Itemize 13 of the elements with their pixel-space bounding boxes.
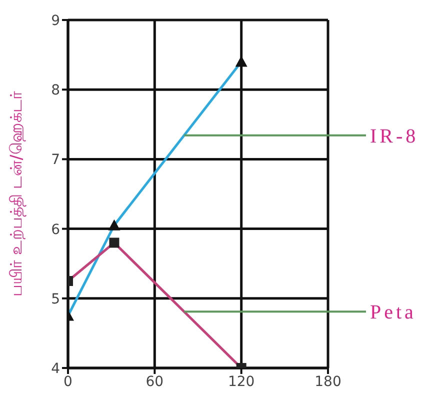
- text: IR-8: [370, 125, 419, 148]
- y-tick-label: 8: [51, 82, 60, 99]
- x-tick-label: 0: [64, 374, 72, 390]
- y-axis-title: பயிர் உற்பத்தி டன்/ஹெக்டர்: [6, 90, 26, 296]
- y-tick-label: 4: [51, 360, 60, 377]
- x-tick-label: 60: [146, 374, 164, 390]
- text: Peta: [370, 302, 416, 324]
- x-tick-label: 180: [314, 374, 342, 390]
- y-tick-label: 7: [51, 152, 60, 168]
- y-tick-label: 6: [51, 222, 60, 238]
- y-tick-label: 5: [51, 291, 60, 308]
- x-tick-label: 120: [228, 374, 255, 390]
- y-tick-label: 9: [51, 12, 60, 29]
